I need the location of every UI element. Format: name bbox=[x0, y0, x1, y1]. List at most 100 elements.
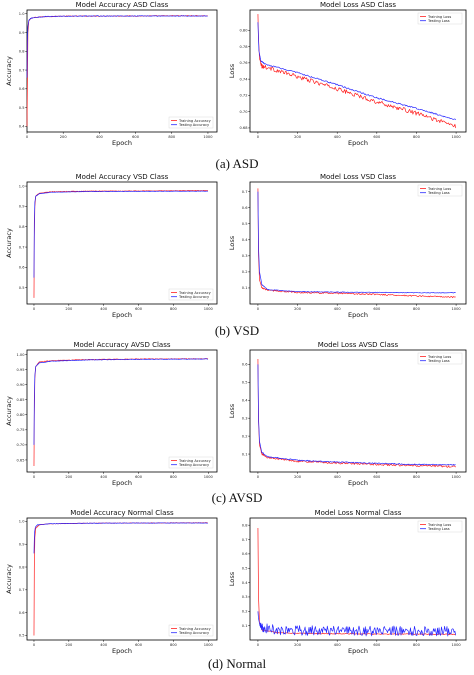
chart-1: Model Loss ASD Class Epoch Loss 0 200 400 600 8… bbox=[228, 1, 467, 147]
y-tick-label: 0.3 bbox=[242, 254, 248, 258]
series-line-testing bbox=[257, 364, 456, 466]
chart-title: Model Loss Normal Class bbox=[315, 509, 402, 517]
caption-avsd: (c) AVSD bbox=[211, 490, 263, 505]
plot-frame bbox=[26, 349, 218, 473]
chart-4: Model Accuracy AVSD Class Epoch Accuracy 0 2… bbox=[5, 341, 218, 487]
x-tick-label: 200 bbox=[65, 643, 73, 647]
legend-box bbox=[168, 624, 214, 637]
legend-box bbox=[168, 456, 214, 469]
legend-box bbox=[417, 12, 463, 25]
y-tick-label: 0.8 bbox=[19, 50, 25, 54]
y-tick-label: 0.5 bbox=[19, 634, 25, 638]
x-tick-label: 0 bbox=[257, 643, 260, 647]
caption-asd: (a) ASD bbox=[215, 156, 259, 171]
x-tick-label: 800 bbox=[413, 643, 421, 647]
y-tick-label: 0.90 bbox=[16, 383, 25, 387]
x-tick-label: 600 bbox=[135, 643, 143, 647]
panel-normal: Model Accuracy Normal Class Epoch Accuracy… bbox=[5, 509, 467, 655]
y-tick-label: 0.3 bbox=[242, 595, 248, 599]
y-tick-label: 0.80 bbox=[16, 413, 25, 417]
x-tick-label: 0 bbox=[26, 135, 29, 139]
y-tick-label: 0.4 bbox=[242, 399, 248, 403]
y-tick-label: 0.9 bbox=[19, 31, 25, 35]
panel-vsd: Model Accuracy VSD Class Epoch Accuracy 0 20… bbox=[5, 173, 467, 319]
x-tick-label: 800 bbox=[170, 643, 178, 647]
series-line-testing bbox=[33, 358, 208, 445]
y-axis-label: Accuracy bbox=[5, 396, 13, 426]
y-tick-label: 0.1 bbox=[242, 624, 248, 628]
caption-normal: (d) Normal bbox=[207, 656, 267, 671]
chart-title: Model Loss ASD Class bbox=[320, 1, 396, 9]
chart-6: Model Accuracy Normal Class Epoch Accuracy… bbox=[5, 509, 218, 655]
y-tick-label: 0.70 bbox=[16, 443, 25, 447]
x-tick-label: 400 bbox=[100, 643, 108, 647]
x-tick-label: 0 bbox=[33, 475, 36, 479]
legend-label: Training Accuracy bbox=[178, 459, 212, 463]
chart-title: Model Loss AVSD Class bbox=[318, 341, 399, 349]
y-tick-label: 0.6 bbox=[242, 206, 248, 210]
plot-frame bbox=[249, 517, 467, 641]
legend-box bbox=[168, 116, 214, 129]
y-tick-label: 0.70 bbox=[239, 110, 248, 114]
x-tick-label: 0 bbox=[33, 307, 36, 311]
chart-3: Model Loss VSD Class Epoch Loss 0 200 400 600 8… bbox=[228, 173, 467, 319]
x-axis-label: Epoch bbox=[112, 647, 132, 655]
x-tick-label: 400 bbox=[334, 135, 342, 139]
x-tick-label: 0 bbox=[257, 475, 260, 479]
y-tick-label: 0.85 bbox=[16, 398, 24, 402]
legend-label: Training Accuracy bbox=[178, 627, 212, 631]
x-axis-label: Epoch bbox=[348, 311, 368, 319]
y-tick-label: 0.1 bbox=[242, 452, 248, 456]
chart-2: Model Accuracy VSD Class Epoch Accuracy 0 20… bbox=[5, 173, 218, 319]
chart-5: Model Loss AVSD Class Epoch Loss 0 200 400 600… bbox=[228, 341, 467, 487]
x-axis-label: Epoch bbox=[348, 479, 368, 487]
legend-box bbox=[168, 288, 214, 301]
legend-label: Training Loss bbox=[427, 187, 451, 191]
series-line-training bbox=[257, 188, 456, 299]
x-tick-label: 400 bbox=[100, 475, 108, 479]
y-axis-label: Loss bbox=[228, 235, 236, 250]
y-tick-label: 0.72 bbox=[239, 94, 247, 98]
legend-label: Testing Accuracy bbox=[178, 295, 210, 299]
y-tick-label: 0.74 bbox=[239, 77, 248, 81]
plot-frame bbox=[26, 9, 218, 133]
plot-frame bbox=[26, 181, 218, 305]
y-tick-label: 0.80 bbox=[239, 29, 248, 33]
y-tick-label: 0.8 bbox=[19, 225, 25, 229]
legend-label: Training Loss bbox=[427, 355, 451, 359]
x-tick-label: 1000 bbox=[452, 307, 462, 311]
y-tick-label: 0.75 bbox=[16, 428, 24, 432]
y-tick-label: 0.7 bbox=[242, 190, 248, 194]
panel-avsd: Model Accuracy AVSD Class Epoch Accuracy 0 2… bbox=[5, 341, 467, 487]
x-tick-label: 800 bbox=[168, 135, 176, 139]
y-tick-label: 0.5 bbox=[19, 106, 25, 110]
x-tick-label: 200 bbox=[294, 135, 302, 139]
legend-label: Training Accuracy bbox=[178, 119, 212, 123]
chart-7: Model Loss Normal Class Epoch Loss 0 200 400 6… bbox=[228, 509, 467, 655]
y-tick-label: 1.00 bbox=[16, 353, 25, 357]
x-tick-label: 600 bbox=[132, 135, 140, 139]
x-tick-label: 200 bbox=[65, 475, 73, 479]
plot-frame bbox=[249, 181, 467, 305]
y-tick-label: 0.2 bbox=[242, 610, 248, 614]
y-tick-label: 0.95 bbox=[16, 368, 24, 372]
chart-title: Model Loss VSD Class bbox=[320, 173, 396, 181]
legend-label: Testing Loss bbox=[427, 527, 450, 531]
legend-label: Testing Accuracy bbox=[178, 631, 210, 635]
y-tick-label: 1.0 bbox=[19, 184, 25, 188]
x-tick-label: 800 bbox=[170, 475, 178, 479]
legend-box bbox=[417, 520, 463, 533]
series-line-training bbox=[257, 358, 456, 468]
y-tick-label: 0.8 bbox=[19, 565, 25, 569]
chart-title: Model Accuracy AVSD Class bbox=[73, 341, 170, 349]
legend-label: Training Loss bbox=[427, 15, 451, 19]
y-tick-label: 1.0 bbox=[19, 12, 25, 16]
y-tick-label: 0.6 bbox=[19, 87, 25, 91]
y-axis-label: Accuracy bbox=[5, 56, 13, 86]
x-tick-label: 800 bbox=[413, 475, 421, 479]
x-tick-label: 200 bbox=[294, 643, 302, 647]
y-tick-label: 0.3 bbox=[242, 416, 248, 420]
